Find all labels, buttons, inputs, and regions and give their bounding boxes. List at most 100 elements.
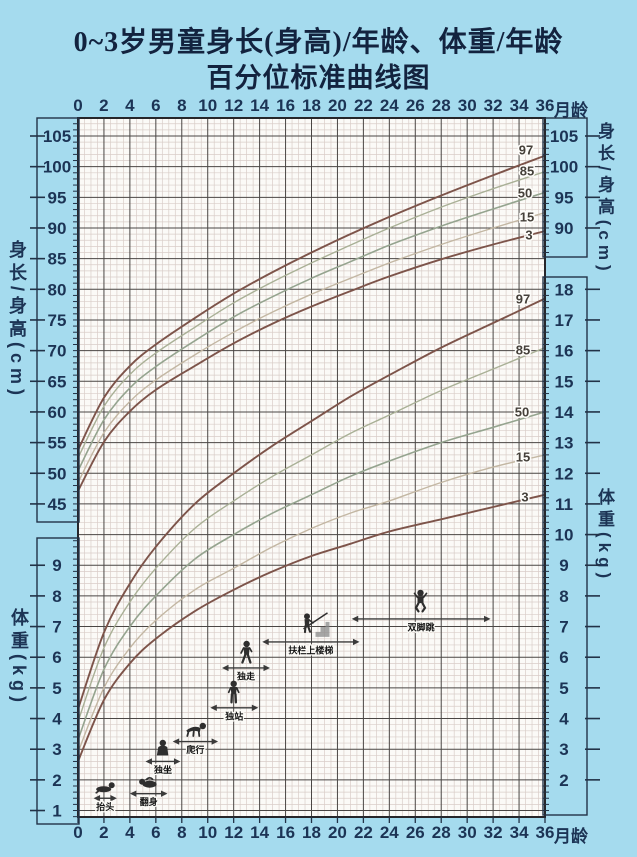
month-tick-label-top: 34 — [510, 96, 529, 115]
weight-percentile-label-50: 50 — [515, 405, 529, 420]
milestone-label: 独站 — [224, 710, 243, 721]
stairs-baby-icon — [303, 612, 330, 637]
right-weight-tick-label: 15 — [555, 372, 574, 391]
chart-shape — [199, 722, 206, 730]
chart-shape — [308, 619, 314, 624]
left-height-tick-label: 100 — [43, 158, 71, 177]
left-weight-tick-label: 8 — [52, 587, 61, 606]
rolling-baby-icon — [139, 777, 157, 788]
month-tick-label-bottom: 16 — [276, 823, 295, 842]
right-height-tick-label: 95 — [555, 188, 574, 207]
right-weight-tick-label: 7 — [559, 618, 568, 637]
arrowhead-left — [221, 664, 229, 672]
left-height-tick-label: 95 — [48, 188, 67, 207]
percentile-curves — [77, 154, 546, 763]
right-height-tick-label: 90 — [555, 219, 574, 238]
weight-curve-p15 — [77, 454, 546, 753]
left-height-axis-title: 身长/身高(cm) — [7, 240, 27, 401]
month-tick-label-bottom: 20 — [328, 823, 347, 842]
month-tick-label-bottom: 26 — [406, 823, 425, 842]
month-tick-label-top: 14 — [250, 96, 269, 115]
month-tick-label-bottom: 8 — [177, 823, 186, 842]
arrowhead-right — [484, 615, 491, 623]
month-tick-label-top: 32 — [484, 96, 503, 115]
chart-shape — [243, 647, 250, 655]
right-weight-tick-label: 12 — [555, 464, 574, 483]
chart-shape — [230, 687, 237, 695]
right-weight-tick-label: 3 — [559, 740, 568, 759]
month-tick-label-top: 8 — [177, 96, 186, 115]
month-tick-label-top: 10 — [198, 96, 217, 115]
left-height-tick-label: 50 — [48, 464, 67, 483]
month-tick-label-bottom: 10 — [198, 823, 217, 842]
chart-shape — [230, 693, 238, 704]
chart-shape — [417, 589, 424, 597]
milestone-label: 爬行 — [185, 744, 204, 755]
axis-major-ticks — [30, 135, 600, 823]
left-height-tick-label: 65 — [48, 372, 67, 391]
height-curve-p15 — [77, 211, 546, 484]
right-weight-tick-label: 17 — [555, 311, 574, 330]
chart-shape — [142, 780, 157, 788]
left-height-tick-label: 45 — [48, 495, 67, 514]
left-weight-tick-label: 6 — [52, 648, 61, 667]
month-tick-label-top: 36 — [536, 96, 555, 115]
weight-curve-p50 — [77, 411, 546, 741]
chart-shape — [159, 739, 166, 747]
right-height-tick-label: 100 — [550, 158, 578, 177]
height-percentile-label-85: 85 — [520, 164, 534, 179]
milestone-label: 翻身 — [140, 796, 158, 807]
month-tick-label-bottom: 34 — [510, 823, 529, 842]
month-tick-label-bottom: 30 — [458, 823, 477, 842]
month-tick-label-top: 30 — [458, 96, 477, 115]
arrowhead-left — [172, 738, 180, 745]
weight-percentile-label-85: 85 — [516, 343, 530, 358]
jumping-baby-icon — [413, 589, 428, 613]
right-weight-tick-label: 11 — [555, 495, 573, 514]
chart-shape — [145, 777, 154, 781]
milestone-label: 双脚跳 — [408, 621, 435, 632]
arrowhead-left — [210, 704, 217, 712]
month-tick-label-bottom: 12 — [224, 823, 243, 842]
milestone-label: 独坐 — [153, 764, 172, 775]
right-weight-tick-label: 10 — [555, 526, 574, 545]
height-curve-p3 — [77, 230, 546, 492]
arrowhead-right — [173, 758, 181, 765]
arrowhead-right — [352, 638, 360, 646]
month-tick-label-top: 22 — [354, 96, 373, 115]
right-height-tick-label: 105 — [550, 127, 578, 146]
month-tick-label-bottom: 14 — [250, 823, 269, 842]
arrowhead-left — [145, 758, 152, 765]
month-tick-label-top: 6 — [151, 96, 160, 115]
month-tick-label-bottom: 4 — [125, 823, 135, 842]
chart-title-line2: 百分位标准曲线图 — [206, 63, 431, 93]
left-height-tick-label: 105 — [43, 127, 71, 146]
month-axis-unit-bottom: 月龄 — [554, 827, 588, 846]
right-weight-tick-label: 8 — [559, 587, 568, 606]
right-weight-tick-label: 13 — [555, 434, 574, 453]
month-tick-label-top: 28 — [432, 96, 451, 115]
month-tick-label-top: 2 — [99, 96, 108, 115]
right-weight-tick-label: 16 — [555, 342, 574, 361]
month-tick-label-bottom: 0 — [73, 823, 82, 842]
right-height-axis-box — [542, 117, 588, 258]
month-tick-label-bottom: 18 — [302, 823, 321, 842]
weight-percentile-label-15: 15 — [516, 450, 530, 465]
milestone-stairs: 扶栏上楼梯 — [262, 612, 360, 657]
right-weight-tick-label: 18 — [555, 280, 574, 299]
month-tick-label-bottom: 32 — [484, 823, 503, 842]
height-curve-p97 — [77, 154, 546, 451]
weight-percentile-label-97: 97 — [516, 292, 530, 307]
milestone-label: 独走 — [236, 671, 255, 682]
month-tick-label-top: 12 — [224, 96, 243, 115]
arrowhead-left — [262, 638, 269, 646]
left-weight-tick-label: 2 — [52, 771, 61, 790]
chart-shape — [304, 619, 310, 626]
right-height-axis-box-ruler-ticks — [543, 123, 549, 254]
left-weight-tick-label: 7 — [52, 618, 61, 637]
milestone-jumping: 双脚跳 — [351, 589, 491, 634]
height-percentile-label-97: 97 — [519, 143, 533, 158]
left-height-tick-label: 60 — [48, 403, 67, 422]
chart-shape — [95, 790, 99, 794]
month-tick-label-top: 20 — [328, 96, 347, 115]
